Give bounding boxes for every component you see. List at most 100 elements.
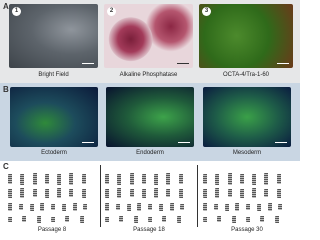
figure: A 1 2 3 Bright Field Alkaline Phosphatas… — [0, 0, 300, 236]
chromosome — [246, 204, 251, 210]
chromosome — [32, 189, 38, 197]
chromosome — [105, 188, 110, 198]
chromosome — [178, 188, 184, 198]
scale-bar — [82, 141, 94, 143]
chromosome — [166, 173, 172, 185]
chromosome — [105, 216, 110, 222]
chromosome — [227, 189, 233, 197]
mesoderm-image — [203, 87, 291, 147]
scale-bar — [178, 141, 190, 143]
chromosome — [154, 173, 160, 185]
chromosome — [235, 203, 241, 211]
chromosome — [154, 188, 160, 198]
chromosome — [276, 174, 282, 184]
image-caption: Ectoderm — [41, 150, 67, 156]
chromosome — [215, 188, 221, 198]
chromosome — [8, 188, 13, 198]
chromosome — [264, 189, 270, 197]
karyotype-caption: Passage 8 — [37, 227, 67, 233]
chromosome — [252, 173, 258, 185]
chromosome — [69, 173, 75, 185]
image-caption: Mesoderm — [232, 150, 262, 156]
chromosome — [133, 215, 139, 223]
chromosome — [57, 173, 63, 185]
chromosome — [264, 173, 270, 185]
ectoderm-image — [10, 87, 98, 147]
chromosome — [81, 174, 87, 184]
chromosome — [239, 174, 245, 184]
chromosome — [36, 215, 42, 223]
chromosome — [141, 174, 147, 184]
image-caption: Bright Field — [38, 72, 69, 78]
octa4-image: 3 — [199, 4, 293, 68]
image-caption: OCTA-4/Tra-1-60 — [222, 72, 269, 78]
chromosome — [81, 188, 87, 198]
chromosome — [215, 173, 221, 185]
image-number: 2 — [107, 7, 116, 16]
chromosome — [32, 173, 38, 185]
chromosome — [8, 216, 13, 222]
chromosome — [126, 203, 132, 211]
chromosome — [180, 204, 186, 210]
chromosome — [57, 188, 63, 198]
chromosome — [115, 204, 121, 210]
panel-b: B Ectoderm Endoderm Mesoderm — [0, 83, 300, 161]
alkaline-phosphatase-image: 2 — [104, 4, 193, 68]
chromosome — [29, 203, 35, 211]
chromosome — [129, 189, 135, 197]
chromosome — [217, 216, 223, 222]
chromosome — [203, 188, 208, 198]
chromosome — [61, 203, 67, 211]
chromosome — [276, 188, 282, 198]
panel-a: A 1 2 3 Bright Field Alkaline Phosphatas… — [0, 0, 300, 83]
chromosome — [213, 204, 219, 210]
panel-c: C Passage 8 Passage 18 Passage 30 — [0, 161, 300, 236]
bright-field-image: 1 — [9, 4, 98, 68]
chromosome — [69, 189, 75, 197]
panel-label: C — [3, 162, 9, 171]
chromosome — [141, 188, 147, 198]
chromosome — [203, 216, 208, 222]
chromosome — [203, 203, 208, 211]
chromosome — [256, 203, 262, 211]
chromosome — [227, 173, 233, 185]
chromosome — [18, 204, 24, 210]
chromosome — [22, 216, 28, 222]
chromosome — [137, 203, 143, 211]
chromosome — [278, 204, 284, 210]
chromosome — [51, 204, 56, 210]
chromosome — [44, 188, 50, 198]
panel-label: A — [3, 2, 9, 11]
chromosome — [129, 173, 135, 185]
chromosome — [8, 174, 13, 184]
panel-label: B — [3, 85, 9, 94]
chromosome — [162, 216, 168, 222]
chromosome — [239, 188, 245, 198]
chromosome — [105, 174, 110, 184]
chromosome — [169, 203, 175, 211]
divider — [197, 165, 198, 227]
scale-bar — [275, 141, 287, 143]
chromosome — [252, 188, 258, 198]
chromosome — [65, 216, 71, 222]
chromosome — [158, 203, 164, 211]
chromosome — [79, 215, 85, 223]
chromosome — [40, 203, 46, 211]
chromosome — [44, 174, 50, 184]
chromosome — [20, 173, 26, 185]
chromosome — [274, 215, 280, 223]
chromosome — [72, 203, 78, 211]
image-number: 1 — [12, 7, 21, 16]
chromosome — [166, 189, 172, 197]
karyotype-caption: Passage 18 — [133, 227, 165, 233]
chromosome — [148, 204, 153, 210]
chromosome — [260, 216, 266, 222]
chromosome — [119, 216, 125, 222]
chromosome — [148, 216, 153, 222]
scale-bar — [277, 62, 289, 64]
chromosome — [83, 204, 89, 210]
chromosome — [203, 174, 208, 184]
chromosome — [51, 216, 56, 222]
scale-bar — [82, 62, 94, 64]
chromosome — [224, 203, 230, 211]
